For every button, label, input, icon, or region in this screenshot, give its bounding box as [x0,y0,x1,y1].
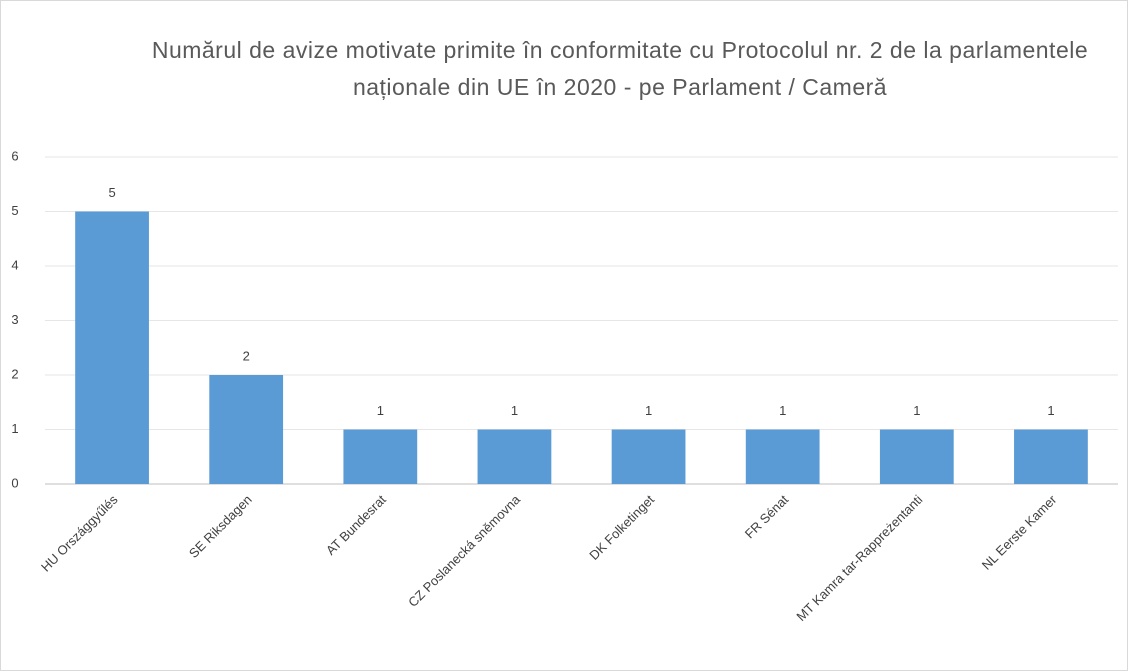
y-tick-label: 5 [11,203,18,218]
data-label: 1 [1047,403,1054,418]
y-tick-label: 6 [11,148,18,163]
y-tick-label: 1 [11,421,18,436]
y-tick-label: 0 [11,475,18,490]
bar [879,429,954,484]
y-tick-label: 4 [11,257,18,272]
data-label: 5 [108,185,115,200]
y-tick-label: 3 [11,312,18,327]
data-label: 1 [511,403,518,418]
bar [611,429,686,484]
chart-title: Numărul de avize motivate primite în con… [151,37,1089,100]
bar [343,429,418,484]
data-label: 1 [913,403,920,418]
y-tick-label: 2 [11,366,18,381]
bar [209,375,284,484]
data-label: 1 [377,403,384,418]
data-label: 1 [645,403,652,418]
data-label: 2 [243,348,250,363]
bar [75,211,149,484]
bar [477,429,552,484]
data-label: 1 [779,403,786,418]
bar [1014,429,1088,484]
bar [745,429,820,484]
